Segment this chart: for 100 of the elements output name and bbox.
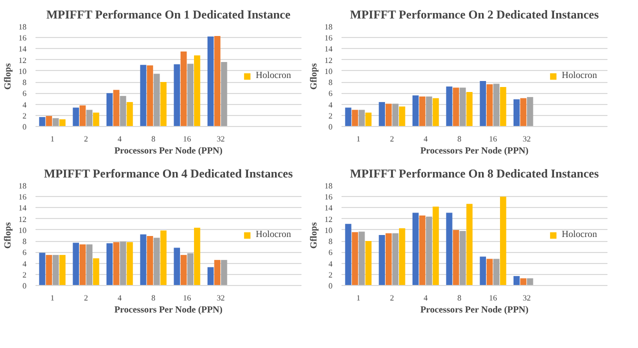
x-tick-label: 8 <box>151 134 156 144</box>
bar <box>160 230 167 286</box>
y-tick-label: 2 <box>328 270 332 280</box>
bar <box>154 74 160 126</box>
bar <box>140 234 146 286</box>
y-tick-label: 4 <box>22 100 26 110</box>
y-tick-label: 18 <box>18 182 26 190</box>
legend-label: Holocron <box>256 71 291 81</box>
bar <box>187 253 194 286</box>
x-axis-title: Processors Per Node (PPN) <box>420 306 529 316</box>
bar <box>113 242 120 286</box>
y-tick-label: 2 <box>22 111 26 120</box>
y-tick-label: 4 <box>22 259 26 268</box>
y-axis-title: Gflops <box>310 62 320 90</box>
x-tick-label: 4 <box>118 294 122 302</box>
x-tick-label: 1 <box>356 134 360 144</box>
y-tick-label: 16 <box>18 192 26 202</box>
bar <box>220 62 228 126</box>
bar <box>146 65 154 126</box>
bar <box>392 233 398 286</box>
x-tick-label: 16 <box>489 294 498 302</box>
bar <box>46 116 52 126</box>
y-tick-label: 0 <box>22 122 26 132</box>
bar <box>432 98 439 126</box>
y-tick-label: 18 <box>324 182 332 190</box>
x-tick-label: 32 <box>522 294 531 302</box>
x-tick-label: 32 <box>216 134 225 144</box>
x-tick-label: 16 <box>489 134 498 144</box>
bar <box>207 267 214 286</box>
bar <box>126 242 133 286</box>
legend-label: Holocron <box>562 71 597 81</box>
bar <box>486 84 493 126</box>
bar <box>386 233 392 286</box>
y-tick-label: 14 <box>18 204 26 213</box>
bar <box>392 104 398 126</box>
y-tick-label: 12 <box>18 214 26 224</box>
bar <box>486 258 493 286</box>
bar <box>220 260 228 286</box>
y-tick-label: 8 <box>22 237 26 246</box>
bar <box>120 96 126 126</box>
y-tick-label: 0 <box>328 122 332 132</box>
y-tick-label: 6 <box>22 89 26 98</box>
bar <box>520 98 526 126</box>
y-tick-label: 8 <box>328 78 332 88</box>
legend-label: Holocron <box>562 230 597 240</box>
bar <box>80 244 86 286</box>
bar <box>39 252 46 286</box>
x-tick-label: 1 <box>356 294 360 302</box>
x-tick-label: 4 <box>424 294 428 302</box>
bar <box>513 276 520 286</box>
bar <box>452 88 460 126</box>
bar <box>446 86 452 126</box>
bar <box>365 241 372 286</box>
x-axis-title: Processors Per Node (PPN) <box>114 146 223 156</box>
bar <box>59 254 66 286</box>
y-tick-label: 16 <box>18 34 26 43</box>
bar <box>39 117 46 126</box>
bar <box>86 110 92 126</box>
bar <box>365 112 372 126</box>
x-tick-label: 1 <box>50 294 54 302</box>
bar <box>352 232 358 286</box>
x-tick-label: 2 <box>84 294 88 302</box>
bar <box>399 228 406 286</box>
bar <box>399 106 406 126</box>
y-axis-title: Gflops <box>310 222 320 249</box>
bar <box>194 55 200 126</box>
bar <box>460 231 466 286</box>
x-axis-title: Processors Per Node (PPN) <box>420 146 529 156</box>
bar <box>426 96 432 126</box>
x-tick-label: 16 <box>183 134 192 144</box>
bar <box>480 256 486 286</box>
y-tick-label: 14 <box>324 44 332 54</box>
bar <box>520 278 526 286</box>
y-tick-label: 16 <box>324 34 332 43</box>
bar <box>426 216 432 286</box>
legend-label: Holocron <box>256 230 291 240</box>
bar <box>452 230 460 286</box>
bar <box>214 260 220 286</box>
y-tick-label: 2 <box>328 111 332 120</box>
bar <box>446 212 452 286</box>
bar <box>180 52 187 126</box>
y-tick-label: 12 <box>18 56 26 65</box>
bar <box>72 108 80 126</box>
y-axis-title: Gflops <box>4 222 14 249</box>
bar <box>106 93 113 126</box>
x-tick-label: 4 <box>118 134 122 144</box>
y-tick-label: 8 <box>328 237 332 246</box>
y-tick-label: 14 <box>18 44 26 54</box>
x-axis-title: Processors Per Node (PPN) <box>114 306 223 316</box>
bar <box>194 228 200 286</box>
bar <box>386 104 392 126</box>
y-tick-label: 12 <box>324 214 332 224</box>
bar <box>419 96 426 126</box>
chart-title: MPIFFT Performance On 8 Dedicated Instances <box>350 166 600 180</box>
y-axis-title: Gflops <box>4 62 14 90</box>
bar <box>80 105 86 126</box>
bar <box>460 88 466 126</box>
bar <box>93 112 100 126</box>
y-tick-label: 4 <box>328 259 332 268</box>
bar <box>378 102 386 126</box>
